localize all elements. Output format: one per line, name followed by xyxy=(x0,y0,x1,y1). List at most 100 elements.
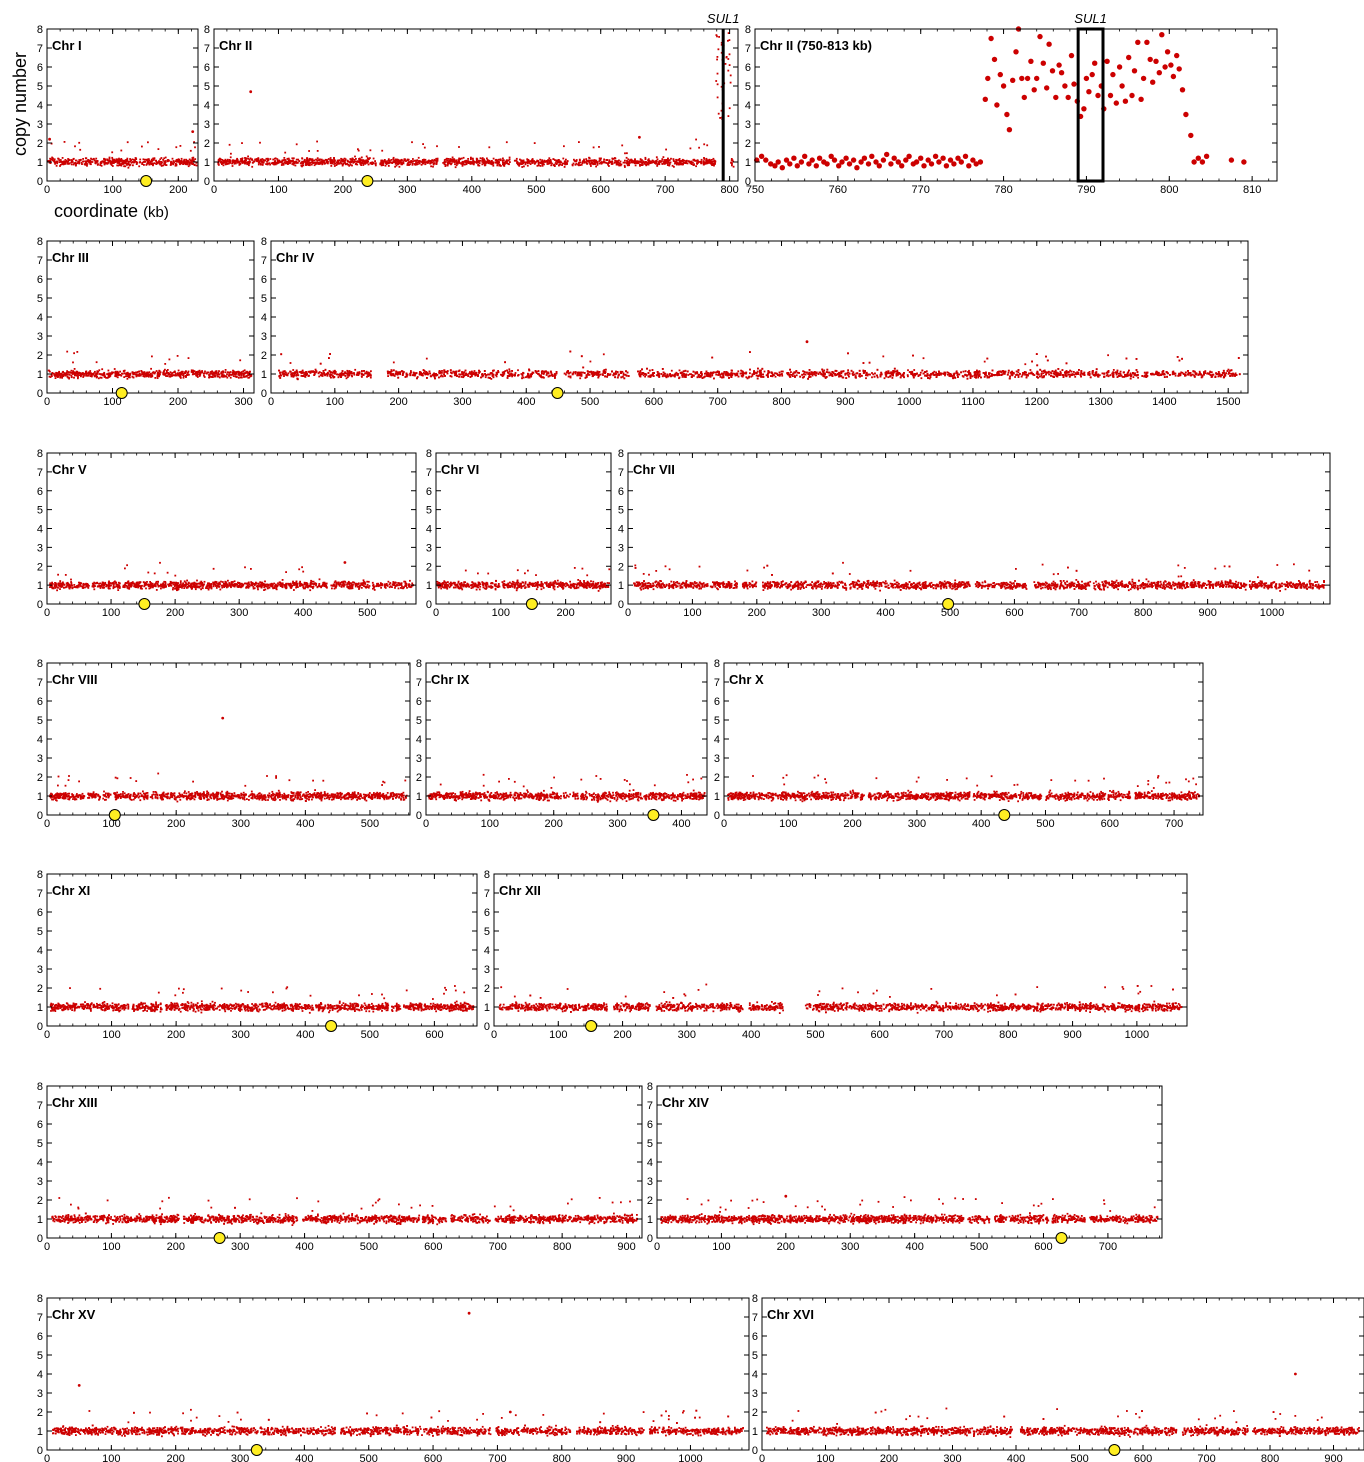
data-point xyxy=(107,369,110,372)
data-point xyxy=(604,161,607,164)
data-point xyxy=(149,373,152,376)
data-point xyxy=(1024,75,1031,82)
data-point xyxy=(1017,376,1020,378)
data-point xyxy=(903,157,909,163)
data-point xyxy=(283,375,285,377)
data-point xyxy=(891,155,897,161)
data-point xyxy=(398,160,401,162)
data-point xyxy=(317,163,320,165)
data-point xyxy=(708,161,711,163)
data-point xyxy=(86,164,88,167)
data-point xyxy=(164,368,166,371)
data-point xyxy=(193,141,195,143)
data-point xyxy=(774,372,776,375)
data-point xyxy=(575,160,578,163)
data-point xyxy=(102,160,105,163)
data-point xyxy=(294,164,297,167)
data-point xyxy=(298,160,301,162)
data-point xyxy=(615,160,618,163)
data-point xyxy=(656,158,659,161)
data-point xyxy=(156,161,159,164)
data-point xyxy=(272,163,275,165)
data-point xyxy=(1065,372,1068,374)
data-point xyxy=(901,373,904,376)
data-point xyxy=(636,160,639,163)
data-point xyxy=(882,355,885,358)
data-point xyxy=(411,160,414,163)
data-point xyxy=(54,377,57,379)
data-point xyxy=(95,372,97,375)
data-point xyxy=(585,159,588,162)
data-point xyxy=(180,372,182,375)
data-point xyxy=(289,362,292,364)
data-point xyxy=(729,74,732,77)
data-point xyxy=(246,163,249,166)
data-point xyxy=(178,161,181,164)
data-point xyxy=(286,161,288,164)
data-point xyxy=(97,377,100,380)
data-point xyxy=(459,158,462,161)
data-point xyxy=(1132,376,1135,378)
data-point xyxy=(348,161,351,163)
data-point xyxy=(716,56,719,58)
data-point xyxy=(217,372,220,374)
data-point xyxy=(809,157,815,163)
data-point xyxy=(178,374,181,377)
y-tick-label: 2 xyxy=(204,138,210,150)
data-point xyxy=(134,157,137,159)
data-point xyxy=(690,161,693,164)
data-point xyxy=(1058,70,1065,76)
data-point xyxy=(500,165,502,167)
data-point xyxy=(641,164,643,166)
data-point xyxy=(415,162,417,164)
data-point xyxy=(292,157,295,160)
data-point xyxy=(1095,92,1101,99)
data-point xyxy=(521,161,524,164)
data-point xyxy=(706,162,709,165)
data-point xyxy=(126,377,129,380)
data-point xyxy=(173,161,176,164)
data-point xyxy=(58,161,61,163)
data-point xyxy=(370,162,373,165)
data-point xyxy=(1228,157,1235,163)
data-point xyxy=(366,157,369,159)
data-point xyxy=(444,165,447,167)
data-point xyxy=(156,375,159,377)
data-point xyxy=(491,162,493,165)
data-point xyxy=(123,165,125,168)
data-point xyxy=(494,161,497,164)
data-point xyxy=(118,158,121,161)
data-point xyxy=(1042,372,1045,375)
data-point xyxy=(444,163,447,166)
data-point xyxy=(921,163,927,169)
data-point xyxy=(191,369,194,372)
data-point xyxy=(962,370,965,373)
data-point xyxy=(77,372,79,375)
data-point xyxy=(190,371,193,373)
data-point xyxy=(521,163,523,165)
data-point xyxy=(631,161,634,164)
data-point xyxy=(209,372,212,375)
data-point xyxy=(266,160,268,163)
y-tick-label: 8 xyxy=(37,236,43,248)
data-point xyxy=(311,160,314,162)
data-point xyxy=(323,161,325,164)
data-point xyxy=(235,159,238,162)
data-point xyxy=(763,370,766,373)
data-point xyxy=(475,373,478,376)
data-point xyxy=(623,164,626,167)
data-point xyxy=(514,159,517,162)
y-tick-label: 3 xyxy=(745,119,751,131)
data-point xyxy=(346,162,348,165)
data-point xyxy=(241,376,243,379)
data-point xyxy=(1107,354,1109,357)
data-point xyxy=(118,161,121,164)
data-point xyxy=(667,157,669,160)
data-point xyxy=(152,162,155,165)
data-point xyxy=(586,162,588,165)
data-point xyxy=(802,153,808,159)
data-point xyxy=(617,163,620,166)
data-point xyxy=(170,375,173,377)
